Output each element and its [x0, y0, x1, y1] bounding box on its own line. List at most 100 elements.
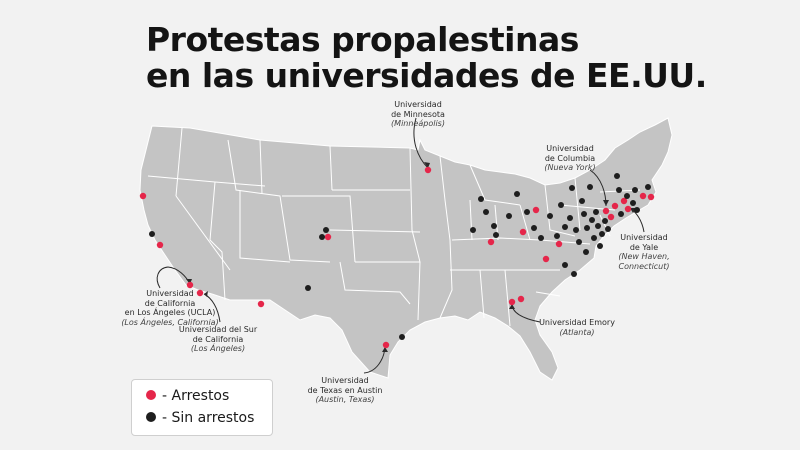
- label-texas-name2: de Texas en Austin: [307, 385, 383, 395]
- label-emory: Universidad Emory (Atlanta): [539, 318, 615, 337]
- marker-no-arrest: [524, 209, 530, 215]
- marker-arrest: [257, 300, 265, 308]
- marker-arrest: [647, 193, 655, 201]
- marker-no-arrest: [571, 271, 577, 277]
- marker-arrest: [139, 192, 147, 200]
- marker-arrest: [517, 295, 525, 303]
- label-usc-city: (Los Ángeles): [190, 344, 246, 353]
- map-legend: - Arrestos - Sin arrestos: [131, 379, 273, 436]
- marker-arrest: [639, 192, 647, 200]
- marker-no-arrest: [583, 249, 589, 255]
- label-yale-name2: de Yale: [629, 242, 659, 252]
- marker-arrest: [624, 205, 632, 213]
- label-ucla-name2: de California: [144, 298, 196, 308]
- label-yale-city2: Connecticut): [618, 261, 670, 271]
- label-minnesota: Universidad de Minnesota (Minneápolis): [391, 100, 445, 129]
- label-texas: Universidad de Texas en Austin (Austin, …: [308, 376, 383, 405]
- label-minnesota-name1: Universidad: [394, 100, 442, 109]
- marker-no-arrest: [554, 233, 560, 239]
- label-columbia-name1: Universidad: [546, 144, 594, 153]
- label-texas-city: (Austin, Texas): [315, 395, 375, 404]
- label-ucla-name3: en Los Ángeles (UCLA): [124, 308, 216, 317]
- marker-arrest: [324, 233, 332, 241]
- label-yale-name1: Universidad: [620, 233, 668, 242]
- marker-no-arrest: [645, 184, 651, 190]
- marker-no-arrest: [470, 227, 476, 233]
- no-arrest-markers: [149, 173, 651, 340]
- label-yale-city1: (New Haven,: [618, 252, 670, 261]
- marker-no-arrest: [602, 218, 608, 224]
- marker-no-arrest: [573, 227, 579, 233]
- title-line-2: en las universidades de EE.UU.: [146, 56, 707, 95]
- title-line-1: Protestas propalestinas: [146, 20, 579, 59]
- marker-no-arrest: [323, 227, 329, 233]
- marker-no-arrest: [581, 211, 587, 217]
- label-ucla-city: (Los Ángeles, California): [121, 317, 219, 327]
- arrest-markers: [139, 166, 655, 349]
- marker-arrest: [196, 289, 204, 297]
- state-borders: [147, 127, 641, 327]
- label-yale: Universidad de Yale (New Haven, Connecti…: [618, 233, 669, 271]
- legend-row-no-arrests: - Sin arrestos: [146, 408, 254, 428]
- marker-no-arrest: [614, 173, 620, 179]
- label-emory-city: (Atlanta): [559, 327, 595, 337]
- page-title: Protestas propalestinas en las universid…: [146, 22, 707, 94]
- marker-no-arrest: [634, 207, 640, 213]
- label-minnesota-city: (Minneápolis): [391, 119, 445, 128]
- label-emory-name1: Universidad Emory: [539, 318, 615, 327]
- marker-no-arrest: [579, 198, 585, 204]
- marker-arrest: [532, 206, 540, 214]
- marker-no-arrest: [618, 211, 624, 217]
- marker-no-arrest: [587, 184, 593, 190]
- marker-no-arrest: [305, 285, 311, 291]
- marker-arrest: [611, 202, 619, 210]
- marker-no-arrest: [595, 223, 601, 229]
- marker-no-arrest: [567, 215, 573, 221]
- marker-no-arrest: [589, 217, 595, 223]
- marker-arrest: [424, 166, 432, 174]
- marker-no-arrest: [593, 209, 599, 215]
- marker-no-arrest: [514, 191, 520, 197]
- marker-no-arrest: [478, 196, 484, 202]
- marker-no-arrest: [584, 225, 590, 231]
- marker-arrest: [508, 298, 516, 306]
- marker-arrest: [382, 341, 390, 349]
- label-columbia: Universidad de Columbia (Nueva York): [544, 144, 595, 173]
- marker-arrest: [156, 241, 164, 249]
- marker-no-arrest: [149, 231, 155, 237]
- marker-no-arrest: [605, 226, 611, 232]
- marker-no-arrest: [399, 334, 405, 340]
- marker-no-arrest: [616, 187, 622, 193]
- marker-arrest: [620, 197, 628, 205]
- marker-no-arrest: [569, 185, 575, 191]
- marker-arrest: [602, 207, 610, 215]
- marker-arrest: [519, 228, 527, 236]
- label-usc-name2: de California: [192, 334, 244, 344]
- marker-no-arrest: [632, 187, 638, 193]
- marker-no-arrest: [576, 239, 582, 245]
- label-usc-name1: Universidad del Sur: [178, 325, 258, 334]
- marker-no-arrest: [591, 235, 597, 241]
- marker-no-arrest: [491, 223, 497, 229]
- label-ucla: Universidad de California en Los Ángeles…: [121, 289, 218, 327]
- arrow-minnesota: [413, 117, 429, 169]
- marker-no-arrest: [538, 235, 544, 241]
- marker-no-arrest: [562, 224, 568, 230]
- marker-arrest: [487, 238, 495, 246]
- marker-arrest: [542, 255, 550, 263]
- label-texas-name1: Universidad: [321, 376, 369, 385]
- marker-no-arrest: [483, 209, 489, 215]
- label-minnesota-name2: de Minnesota: [391, 109, 445, 119]
- marker-arrest: [186, 281, 194, 289]
- label-usc: Universidad del Sur de California (Los Á…: [179, 325, 257, 354]
- legend-arrest-dot: [146, 390, 156, 400]
- legend-arrest-label: - Arrestos: [162, 388, 230, 404]
- marker-arrest: [555, 240, 563, 248]
- marker-no-arrest: [558, 202, 564, 208]
- us-land: [139, 117, 673, 381]
- marker-arrest: [607, 213, 615, 221]
- marker-no-arrest: [531, 225, 537, 231]
- marker-no-arrest: [319, 234, 325, 240]
- marker-no-arrest: [624, 193, 630, 199]
